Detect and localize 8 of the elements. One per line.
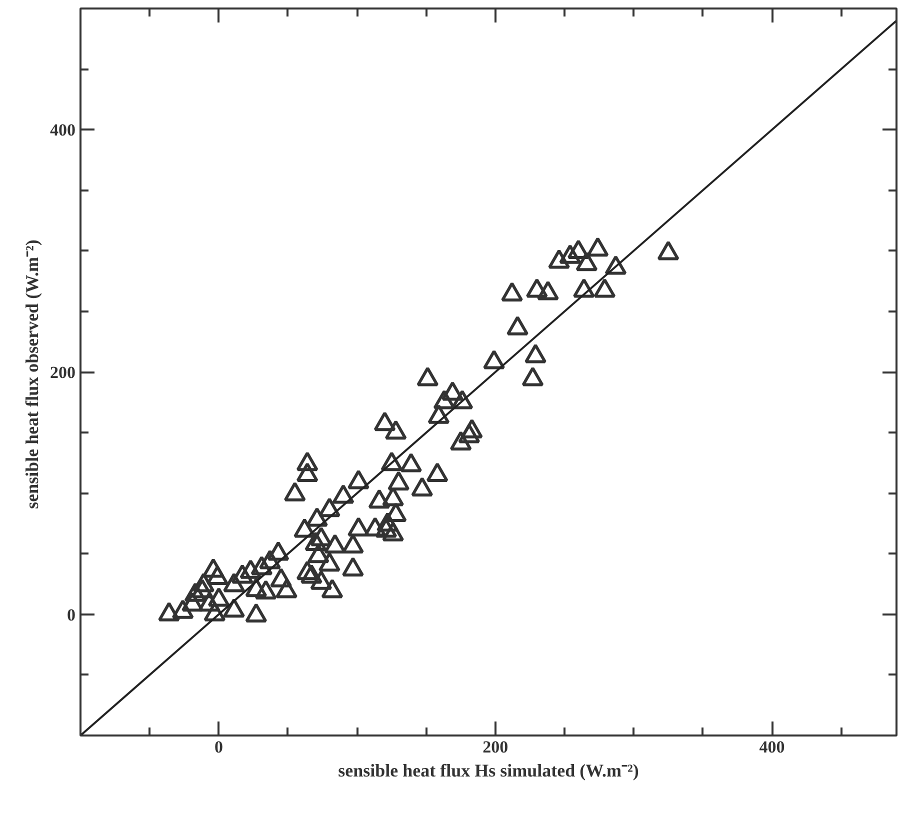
y-tick-label: 400 bbox=[50, 120, 76, 140]
y-tick-label: 0 bbox=[67, 605, 76, 624]
x-axis-title: sensible heat flux Hs simulated (W.m⁻²) bbox=[338, 760, 639, 780]
x-tick-label: 200 bbox=[482, 738, 508, 756]
x-tick-label: 400 bbox=[759, 738, 785, 756]
y-tick-label: 200 bbox=[50, 363, 76, 382]
x-tick-label: 0 bbox=[214, 738, 224, 756]
y-axis-title: sensible heat flux observed (W.m⁻²) bbox=[22, 240, 42, 509]
